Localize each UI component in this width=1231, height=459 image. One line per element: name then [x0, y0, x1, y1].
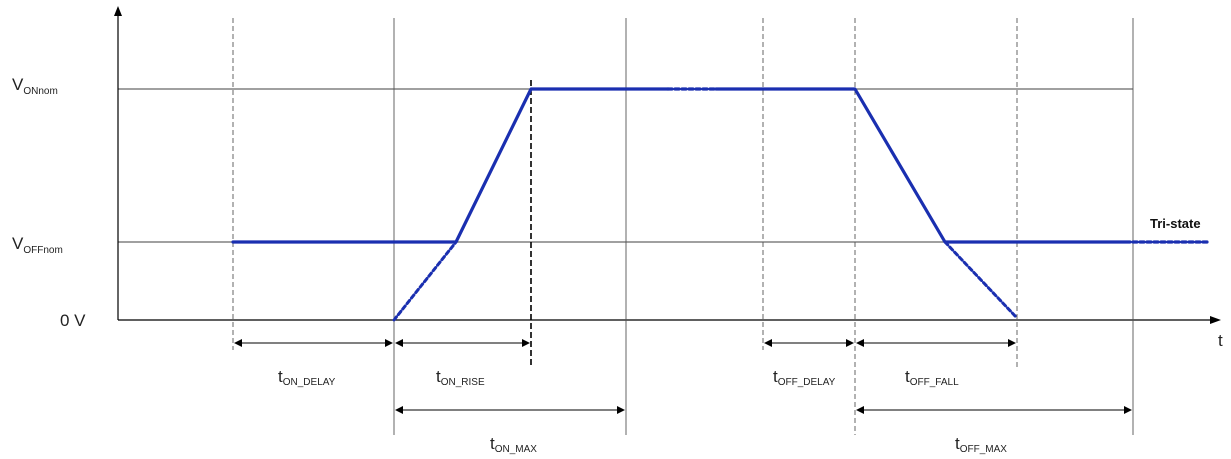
x-axis-arrow	[1210, 316, 1221, 324]
vertical-guides	[232, 18, 1134, 435]
tristate-label: Tri-state	[1150, 216, 1201, 231]
timing-labels: tON_DELAY tON_RISE tON_MAX tOFF_DELAY tO…	[278, 367, 1007, 455]
voff-label: VOFFnom	[12, 234, 63, 256]
on-delay-label: tON_DELAY	[278, 367, 336, 388]
von-label: VONnom	[12, 75, 58, 97]
signal-solid-end	[714, 87, 1132, 244]
axes	[114, 6, 1221, 324]
signal-solid-start	[231, 87, 670, 244]
on-max-label: tON_MAX	[490, 434, 537, 455]
dimension-arrows	[234, 339, 1132, 414]
on-rise-extrapolation	[392, 240, 458, 322]
zero-volt-label: 0 V	[60, 311, 86, 330]
y-axis-arrow	[114, 6, 122, 16]
signal-waveform	[231, 87, 1210, 322]
off-fall-label: tOFF_FALL	[905, 367, 959, 388]
off-fall-extrapolation	[943, 240, 1019, 320]
time-axis-label: t	[1218, 331, 1223, 350]
off-max-label: tOFF_MAX	[955, 434, 1007, 455]
on-rise-label: tON_RISE	[436, 367, 485, 388]
level-labels: VONnom VOFFnom 0 V	[12, 75, 86, 330]
off-delay-label: tOFF_DELAY	[773, 367, 836, 388]
level-lines	[118, 88, 1133, 243]
